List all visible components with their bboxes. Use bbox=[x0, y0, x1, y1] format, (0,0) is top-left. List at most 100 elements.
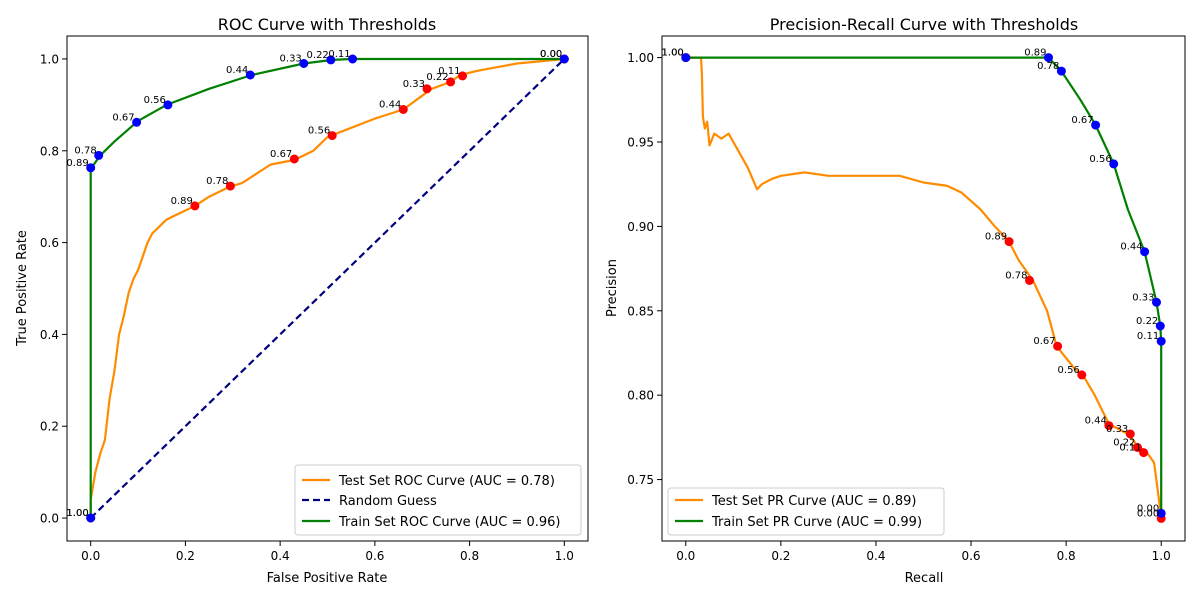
roc-x-tick-label: 0.6 bbox=[365, 549, 384, 563]
pr-train-threshold-marker-7 bbox=[1155, 321, 1165, 331]
pr-y-ticks: 0.75 0.80 0.85 0.90 0.95 1.00 bbox=[627, 51, 662, 487]
roc-train-threshold-label-7: 0.22 bbox=[307, 50, 329, 61]
pr-test-threshold-marker-8 bbox=[1139, 448, 1149, 458]
pr-train-threshold-marker-5 bbox=[1140, 247, 1150, 257]
pr-axes-frame bbox=[661, 35, 1186, 542]
roc-test-threshold-marker-6 bbox=[422, 84, 432, 94]
roc-x-tick-label: 0.2 bbox=[176, 549, 195, 563]
roc-threshold-markers bbox=[86, 54, 569, 523]
pr-train-threshold-marker-9 bbox=[1156, 508, 1166, 518]
pr-train-threshold-marker-8 bbox=[1156, 336, 1166, 346]
roc-test-threshold-label-0: 1.00 bbox=[66, 508, 88, 519]
roc-train-threshold-marker-3 bbox=[132, 117, 142, 127]
pr-legend: Test Set PR Curve (AUC = 0.89) Train Set… bbox=[667, 487, 945, 536]
roc-legend-label-test: Test Set ROC Curve (AUC = 0.78) bbox=[338, 474, 555, 489]
roc-train-threshold-marker-2 bbox=[94, 150, 104, 160]
pr-x-tick: 1.0 bbox=[1152, 541, 1171, 563]
pr-y-tick: 0.75 bbox=[627, 473, 662, 487]
pr-test-threshold-marker-5 bbox=[1104, 421, 1114, 431]
pr-train-threshold-label-7: 0.22 bbox=[1136, 316, 1158, 327]
pr-x-axis-label: Recall bbox=[905, 571, 944, 586]
roc-train-threshold-label-8: 0.11 bbox=[328, 49, 350, 60]
roc-test-threshold-marker-8 bbox=[458, 71, 467, 81]
pr-test-threshold-marker-2 bbox=[1025, 275, 1034, 285]
pr-y-tick-label: 1.00 bbox=[627, 51, 654, 65]
roc-y-ticks: 0.0 0.2 0.4 0.6 0.8 1.0 bbox=[40, 52, 67, 526]
roc-test-threshold-label-1: 0.89 bbox=[171, 196, 193, 207]
pr-y-tick-label: 0.85 bbox=[627, 304, 654, 318]
pr-y-tick: 0.95 bbox=[627, 135, 662, 149]
roc-y-tick: 0.2 bbox=[40, 420, 67, 434]
roc-y-tick-label: 1.0 bbox=[40, 52, 59, 66]
roc-test-threshold-label-9: 0.00 bbox=[540, 49, 562, 60]
pr-train-threshold-marker-3 bbox=[1091, 120, 1101, 130]
pr-x-tick-label: 0.0 bbox=[676, 549, 695, 563]
roc-y-tick-label: 0.0 bbox=[40, 512, 59, 526]
pr-train-threshold-label-8: 0.11 bbox=[1137, 331, 1159, 342]
pr-x-tick-label: 1.0 bbox=[1152, 549, 1171, 563]
pr-x-tick: 0.2 bbox=[771, 541, 790, 563]
pr-test-threshold-label-7: 0.22 bbox=[1113, 438, 1135, 449]
pr-test-threshold-label-1: 0.89 bbox=[985, 232, 1007, 243]
pr-test-threshold-label-3: 0.67 bbox=[1033, 336, 1055, 347]
roc-test-threshold-marker-1 bbox=[190, 201, 200, 211]
pr-test-threshold-label-4: 0.56 bbox=[1058, 365, 1080, 376]
roc-legend-box bbox=[294, 464, 582, 536]
roc-train-threshold-marker-4 bbox=[163, 100, 173, 110]
roc-test-threshold-marker-3 bbox=[289, 154, 299, 164]
pr-test-threshold-label-0: 1.00 bbox=[662, 48, 684, 59]
pr-test-threshold-marker-6 bbox=[1125, 429, 1135, 439]
roc-train-threshold-marker-5 bbox=[245, 70, 255, 80]
roc-x-tick: 0.0 bbox=[81, 541, 100, 563]
pr-y-tick-label: 0.80 bbox=[627, 389, 654, 403]
pr-y-tick: 0.85 bbox=[627, 304, 662, 318]
roc-test-threshold-label-2: 0.78 bbox=[206, 176, 228, 187]
roc-axes-frame bbox=[66, 35, 589, 542]
roc-x-tick: 0.6 bbox=[365, 541, 384, 563]
roc-x-tick: 0.4 bbox=[271, 541, 290, 563]
roc-x-ticks: 0.0 0.2 0.4 0.6 0.8 1.0 bbox=[81, 541, 574, 563]
pr-test-threshold-marker-1 bbox=[1004, 237, 1014, 247]
pr-x-tick-label: 0.2 bbox=[771, 549, 790, 563]
roc-test-threshold-label-4: 0.56 bbox=[308, 126, 330, 137]
roc-x-tick: 1.0 bbox=[555, 541, 574, 563]
pr-train-threshold-marker-1 bbox=[1044, 53, 1053, 63]
pr-test-threshold-label-5: 0.44 bbox=[1085, 416, 1107, 427]
pr-y-tick-label: 0.75 bbox=[627, 473, 654, 487]
roc-y-tick: 0.8 bbox=[40, 144, 67, 158]
roc-train-threshold-label-4: 0.56 bbox=[144, 95, 166, 106]
pr-legend-label-train: Train Set PR Curve (AUC = 0.99) bbox=[711, 515, 922, 530]
roc-test-threshold-label-5: 0.44 bbox=[379, 100, 401, 111]
pr-x-tick: 0.6 bbox=[961, 541, 981, 563]
roc-train-threshold-label-9: 0.00 bbox=[540, 49, 562, 60]
pr-test-threshold-label-8: 0.11 bbox=[1119, 443, 1141, 454]
pr-y-tick-label: 0.95 bbox=[627, 135, 654, 149]
roc-train-threshold-marker-1 bbox=[86, 163, 96, 173]
pr-test-threshold-label-6: 0.33 bbox=[1106, 424, 1128, 435]
pr-legend-box bbox=[667, 487, 945, 536]
pr-test-threshold-marker-7 bbox=[1133, 443, 1142, 452]
roc-test-threshold-label-6: 0.33 bbox=[403, 79, 425, 90]
roc-y-tick: 0.6 bbox=[40, 236, 67, 250]
roc-train-threshold-label-2: 0.78 bbox=[74, 145, 96, 156]
pr-x-tick-label: 0.4 bbox=[866, 549, 885, 563]
roc-threshold-labels: 1.000.890.780.670.560.440.330.220.110.00… bbox=[66, 49, 562, 519]
roc-y-tick-label: 0.2 bbox=[40, 420, 59, 434]
roc-test-threshold-marker-5 bbox=[398, 105, 408, 114]
pr-legend-label-test: Test Set PR Curve (AUC = 0.89) bbox=[711, 494, 916, 509]
pr-train-threshold-label-4: 0.56 bbox=[1089, 154, 1111, 165]
pr-train-threshold-label-9: 0.00 bbox=[1137, 503, 1159, 514]
roc-test-threshold-marker-7 bbox=[446, 77, 456, 87]
roc-legend-label-random: Random Guess bbox=[339, 494, 437, 509]
pr-y-axis-label: Precision bbox=[605, 259, 620, 317]
roc-y-tick-label: 0.4 bbox=[40, 328, 59, 342]
roc-train-threshold-marker-9 bbox=[559, 54, 569, 64]
roc-train-threshold-label-1: 0.89 bbox=[66, 158, 88, 169]
pr-train-threshold-marker-6 bbox=[1152, 297, 1161, 307]
roc-legend-label-train: Train Set ROC Curve (AUC = 0.96) bbox=[338, 515, 561, 530]
pr-y-tick: 1.00 bbox=[627, 51, 662, 65]
pr-x-tick-label: 0.6 bbox=[961, 549, 980, 563]
roc-train-threshold-label-0: 1.00 bbox=[66, 508, 88, 519]
pr-y-tick: 0.80 bbox=[627, 389, 662, 403]
